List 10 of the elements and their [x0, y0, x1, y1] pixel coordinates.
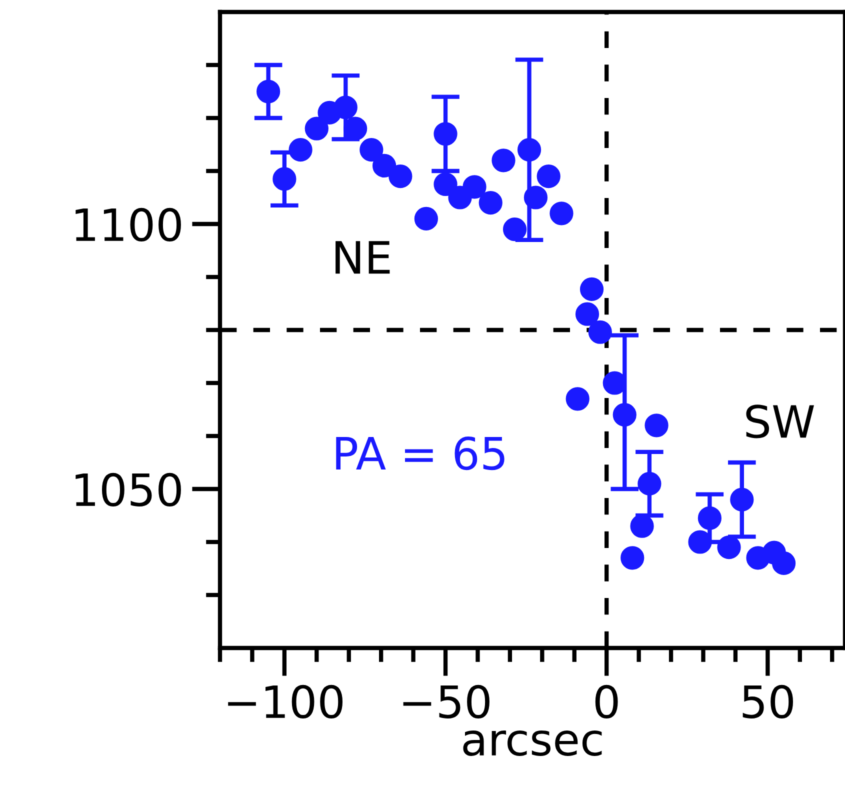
- x-tick-label: 0: [595, 684, 618, 719]
- annotation: NE: [336, 241, 390, 274]
- annotation: SW: [746, 404, 814, 438]
- y-tick-label: 1050: [76, 472, 181, 507]
- annotation: PA = 65: [336, 436, 504, 470]
- y-tick-label: 1100: [76, 208, 181, 242]
- x-tick-label: 50: [742, 684, 794, 719]
- x-tick-label: −100: [228, 684, 343, 719]
- x-axis-title: arcsec: [463, 730, 602, 756]
- x-tick-label: −50: [403, 684, 490, 719]
